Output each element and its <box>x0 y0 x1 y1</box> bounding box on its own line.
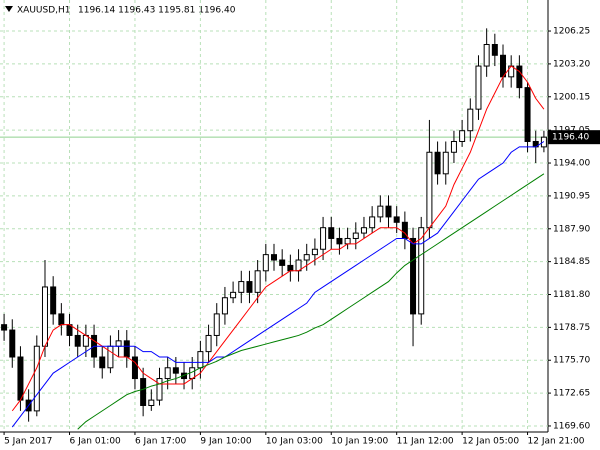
moving-average <box>11 141 545 428</box>
candle-body <box>426 151 433 229</box>
candle-body <box>377 205 384 218</box>
y-tick-label: 1194.00 <box>553 159 590 169</box>
candle-body <box>434 151 441 175</box>
chart-title: XAUUSD,H1 <box>17 6 71 16</box>
candle-body <box>336 237 343 245</box>
candle-body <box>50 286 57 315</box>
x-tick-label: 10 Jan 19:00 <box>331 437 388 447</box>
candle-body <box>41 286 48 347</box>
candle-body <box>385 205 392 218</box>
candle-body <box>410 237 417 315</box>
y-tick-label: 1175.70 <box>553 356 590 366</box>
candle-body <box>483 44 490 67</box>
y-tick-label: 1206.25 <box>553 27 590 37</box>
candle-body <box>17 356 24 401</box>
candle-body <box>516 65 523 89</box>
candle-body <box>459 130 466 142</box>
candle-body <box>262 254 269 272</box>
candle-body <box>500 54 507 78</box>
candle-body <box>1 324 8 331</box>
candle-body <box>246 281 253 293</box>
candle-body <box>442 151 449 175</box>
candle-body <box>115 340 122 347</box>
candle-body <box>271 254 277 261</box>
candle-body <box>311 248 318 256</box>
candle-body <box>33 345 40 412</box>
x-tick-label: 5 Jan 2017 <box>4 437 52 447</box>
candle-body <box>303 254 310 261</box>
last-price-tag <box>548 130 600 145</box>
candle-body <box>467 108 474 132</box>
y-tick-label: 1172.65 <box>553 389 590 399</box>
x-tick-label: 11 Jan 12:00 <box>397 437 454 447</box>
candle-body <box>418 227 425 315</box>
candle-body <box>491 44 498 56</box>
x-tick-label: 9 Jan 10:00 <box>200 437 252 447</box>
y-tick-label: 1169.60 <box>553 421 590 431</box>
x-tick-label: 12 Jan 21:00 <box>528 437 585 447</box>
quote: 1196.14 1196.43 1195.81 1196.40 <box>78 6 236 16</box>
candle-body <box>344 237 351 245</box>
y-tick-label: 1190.95 <box>553 191 590 201</box>
candle-body <box>352 232 359 239</box>
candle-body <box>205 334 212 353</box>
candle-body <box>164 367 171 380</box>
candle-body <box>99 356 106 369</box>
candle-body <box>320 227 327 250</box>
y-tick-label: 1184.85 <box>553 257 590 267</box>
candle-body <box>360 227 367 234</box>
y-tick-label: 1181.80 <box>553 290 590 300</box>
candle-body <box>524 87 531 142</box>
candle-body <box>393 216 400 223</box>
y-tick-label: 1187.90 <box>553 224 590 234</box>
candle-body <box>107 345 114 369</box>
candle-body <box>58 313 65 326</box>
candle-body <box>254 270 261 293</box>
candle-body <box>475 65 482 110</box>
candle-body <box>238 281 245 293</box>
candle-body <box>172 367 179 374</box>
last-price-label: 1196.40 <box>552 133 589 143</box>
candle-body <box>74 334 81 347</box>
y-tick-label: 1178.75 <box>553 323 590 333</box>
candle-body <box>123 340 130 358</box>
collapse-icon[interactable] <box>5 6 13 12</box>
candle-body <box>148 399 155 406</box>
candle-body <box>450 140 457 153</box>
candle-body <box>369 216 376 229</box>
candle-body <box>140 378 147 406</box>
candle-body <box>221 297 228 315</box>
x-tick-label: 10 Jan 03:00 <box>266 437 323 447</box>
x-tick-label: 6 Jan 01:00 <box>70 437 122 447</box>
candle-body <box>230 291 237 299</box>
moving-average <box>77 173 545 430</box>
candle-body <box>287 264 294 272</box>
candle-body <box>156 378 163 401</box>
candle-body <box>9 329 16 358</box>
candle-body <box>279 259 286 266</box>
x-tick-label: 6 Jan 17:00 <box>135 437 187 447</box>
moving-average <box>11 65 545 412</box>
candle-body <box>131 356 138 380</box>
y-tick-label: 1200.15 <box>553 92 590 102</box>
x-tick-label: 12 Jan 05:00 <box>462 437 519 447</box>
y-tick-label: 1203.20 <box>553 59 590 69</box>
candle-body <box>328 227 335 239</box>
candle-body <box>213 313 220 336</box>
candle-body <box>197 351 204 369</box>
